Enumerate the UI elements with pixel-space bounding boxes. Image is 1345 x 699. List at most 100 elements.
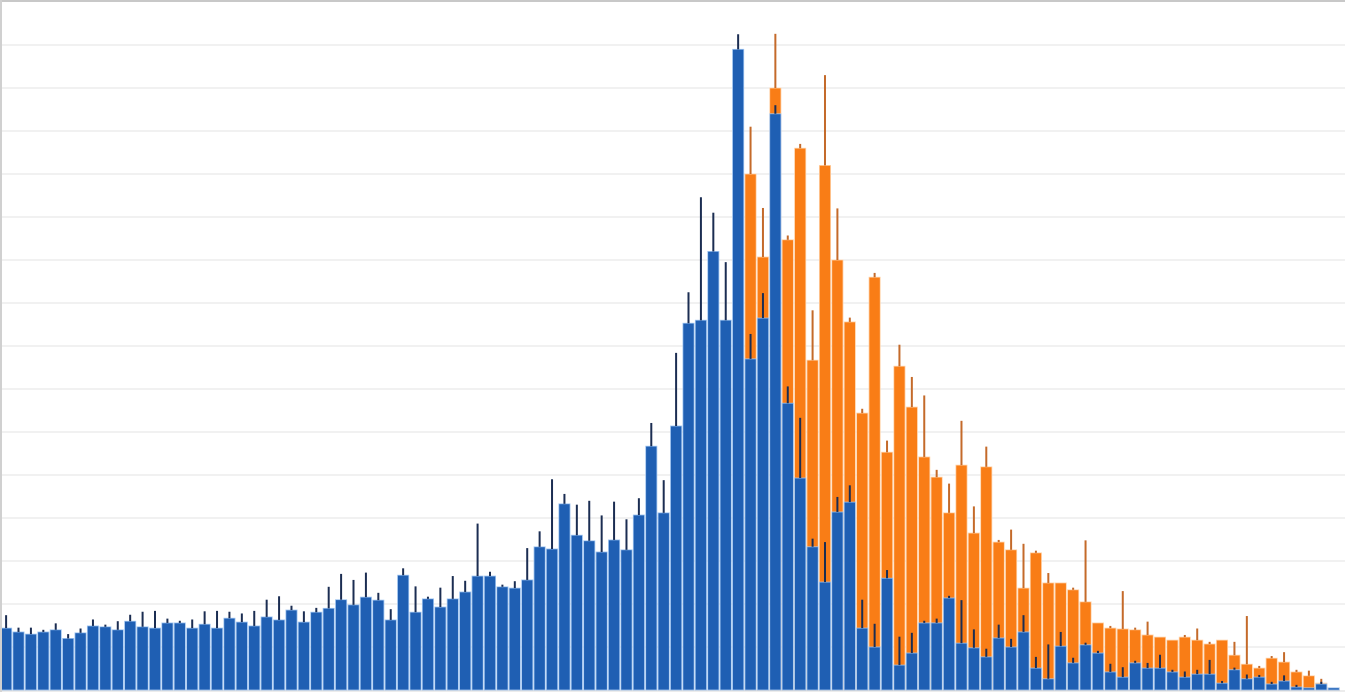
bar-blue (533, 546, 546, 691)
bar-blue (37, 631, 50, 691)
bar-blue (186, 627, 199, 691)
bar-blue (86, 625, 99, 691)
bar-blue (570, 534, 583, 691)
bar-blue (719, 319, 732, 691)
bar-blue (645, 445, 658, 691)
bar-blue (1079, 644, 1092, 691)
bar-blue (74, 632, 87, 691)
bar-blue (856, 627, 869, 691)
bar-blue (632, 514, 645, 691)
bar-blue (1067, 662, 1080, 691)
bar-blue (211, 627, 224, 691)
bar-blue (1302, 687, 1315, 691)
bar-blue (794, 477, 807, 691)
bar-blue (881, 577, 894, 691)
bar-blue (918, 622, 931, 691)
bar-blue (446, 598, 459, 691)
bar-blue (992, 637, 1005, 691)
bar-blue (1166, 671, 1179, 691)
bar-blue (657, 512, 670, 691)
bar-blue (459, 591, 472, 691)
bar-blue (1290, 686, 1303, 691)
bar-blue (620, 549, 633, 691)
bar-blue (421, 598, 434, 691)
bar-blue (1153, 667, 1166, 691)
bar-blue (1228, 669, 1241, 691)
bar-blue (943, 597, 956, 691)
bar-blue (756, 317, 769, 691)
bar-blue (1253, 676, 1266, 691)
bar-blue (1278, 680, 1291, 691)
bar-blue (694, 319, 707, 691)
bar-blue (235, 621, 248, 691)
bar-blue (173, 622, 186, 691)
bar-blue (223, 617, 236, 691)
bar-blue (99, 626, 112, 691)
bar-blue (198, 623, 211, 691)
bar-blue (496, 586, 509, 691)
bar-blue (893, 664, 906, 691)
bar-blue (1240, 678, 1253, 691)
bar-blue (310, 611, 323, 691)
bar-blue (384, 619, 397, 691)
bar-blue (62, 638, 75, 691)
bar-blue (1129, 662, 1142, 691)
bar-blue (12, 631, 25, 691)
bar-blue (967, 647, 980, 691)
bar-blue (955, 642, 968, 691)
bar-blue (372, 599, 385, 691)
bar-blue (161, 622, 174, 691)
bar-blue (1203, 673, 1216, 691)
bar-blue (260, 616, 273, 691)
bar-blue (583, 540, 596, 691)
bar-blue (1141, 667, 1154, 691)
bar-blue (148, 627, 161, 691)
bar-blue (335, 599, 348, 691)
bar-blue (1116, 676, 1129, 691)
bar-blue (1265, 683, 1278, 691)
bar-blue (1005, 646, 1018, 691)
bar-blue (1104, 671, 1117, 691)
bar-blue (1091, 652, 1104, 691)
bar-blue (248, 625, 261, 691)
bar-blue (781, 402, 794, 691)
bar-blue (471, 575, 484, 691)
bar-blue (595, 551, 608, 691)
bar-blue (769, 113, 782, 691)
bar-blue (707, 250, 720, 691)
bar-blue (818, 581, 831, 691)
bar-blue (1327, 687, 1340, 691)
bar-blue (868, 646, 881, 691)
bar-blue (359, 596, 372, 691)
bar-blue (397, 574, 410, 691)
bar-blue (0, 627, 13, 691)
bar-blue (409, 611, 422, 691)
bar-blue (111, 629, 124, 691)
bar-blue (1216, 682, 1229, 691)
bar-blue (744, 358, 757, 691)
bar-blue (136, 626, 149, 691)
bar-blue (732, 48, 745, 691)
bar-blue (558, 503, 571, 691)
bar-blue (980, 656, 993, 691)
bar-blue (670, 425, 683, 691)
bar-blue (521, 579, 534, 691)
bar-blue (285, 609, 298, 691)
bar-blue (49, 629, 62, 691)
bar-blue (1191, 673, 1204, 691)
bar-blue (905, 652, 918, 691)
bar-blue (546, 548, 559, 691)
bar-blue (24, 633, 37, 691)
bar-blue (1029, 667, 1042, 691)
series-blue-bars (0, 34, 1340, 691)
bar-blue (273, 619, 286, 691)
bar-blue (124, 620, 137, 691)
bar-blue (682, 322, 695, 691)
bar-blue (434, 606, 447, 691)
bar-blue (843, 501, 856, 691)
bar-blue (831, 511, 844, 691)
bar-blue (1178, 676, 1191, 691)
bar-blue (1054, 645, 1067, 691)
bar-blue (1315, 683, 1328, 691)
